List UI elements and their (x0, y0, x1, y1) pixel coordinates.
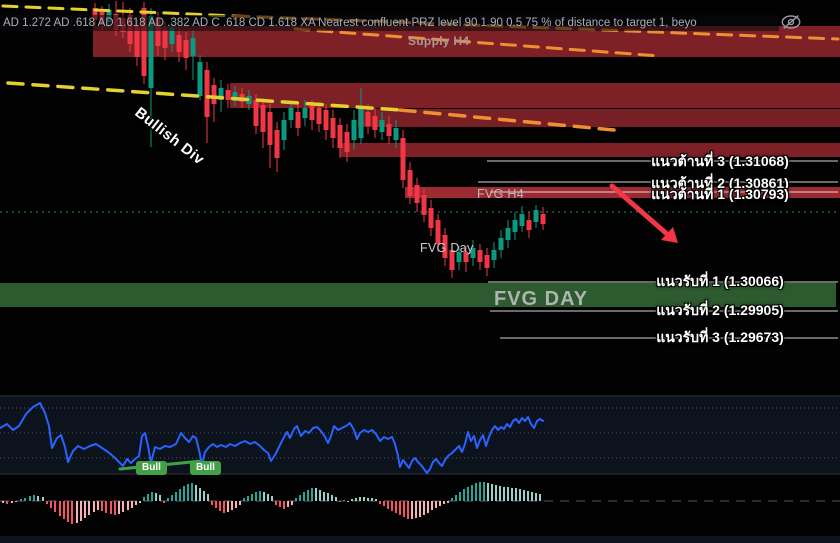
eye-slash-icon[interactable] (780, 13, 802, 31)
support-1-label: แนวรับที่ 1 (1.30066) (656, 273, 784, 289)
support-3-label: แนวรับที่ 3 (1.29673) (656, 329, 784, 345)
zone-supply-4 (340, 143, 840, 157)
indicator-status-line[interactable]: AD 1.272 AD .618 AD 1.618 AD .382 AD C .… (0, 15, 779, 31)
zone-supply-3 (358, 109, 840, 127)
bull-divergence-badge: Bull (136, 461, 167, 475)
fvg-h4-zone-label: FVG H4 (477, 187, 524, 201)
bull-divergence-badge: Bull (190, 461, 221, 475)
supply-h4-zone-label: Supply H4 (408, 34, 470, 48)
zone-fvg-day (0, 283, 836, 307)
fvg-day-zone-title: FVG DAY (494, 288, 589, 310)
resistance-3-label: แนวต้านที่ 3 (1.31068) (651, 153, 789, 169)
resistance-1-label: แนวต้านที่ 1 (1.30793) (651, 186, 789, 202)
resistance-2-label: แนวต้านที่ 2 (1.30861) (651, 175, 789, 191)
support-2-label: แนวรับที่ 2 (1.29905) (656, 302, 784, 318)
fvg-day-label: FVG Day (420, 241, 474, 255)
